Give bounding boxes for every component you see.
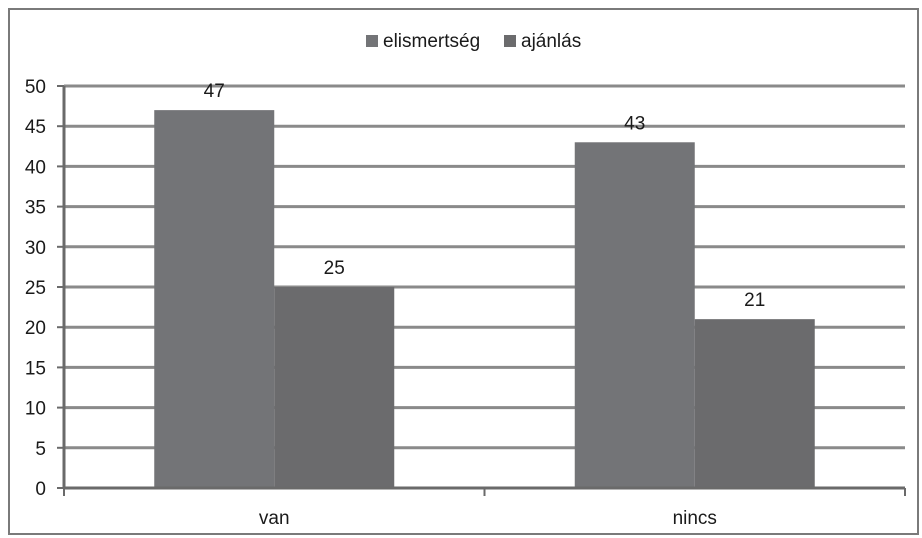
y-tick-label: 50 [25, 77, 46, 98]
y-tick-label: 35 [25, 198, 46, 219]
bar-elismertseg [154, 110, 274, 488]
y-tick-label: 30 [25, 238, 46, 259]
data-label: 47 [204, 81, 225, 102]
data-label: 21 [744, 290, 765, 311]
category-label: nincs [673, 508, 717, 529]
y-tick-label: 15 [25, 358, 46, 379]
y-tick-label: 5 [35, 439, 46, 460]
y-tick-label: 25 [25, 278, 46, 299]
y-tick-label: 10 [25, 399, 46, 420]
bar-ajanlas [695, 319, 815, 488]
legend-swatch [504, 35, 516, 47]
category-label: van [259, 508, 290, 529]
y-tick-label: 20 [25, 318, 46, 339]
legend-label: ajánlás [521, 31, 581, 52]
legend-swatch [366, 35, 378, 47]
y-tick-label: 40 [25, 157, 46, 178]
y-tick-label: 0 [35, 479, 46, 500]
data-label: 25 [324, 258, 345, 279]
legend-label: elismertség [383, 31, 480, 52]
legend: elismertség ajánlás [366, 31, 581, 52]
y-tick-label: 45 [25, 117, 46, 138]
data-label: 43 [624, 113, 645, 134]
bar-ajanlas [274, 287, 394, 488]
bar-elismertseg [575, 142, 695, 488]
